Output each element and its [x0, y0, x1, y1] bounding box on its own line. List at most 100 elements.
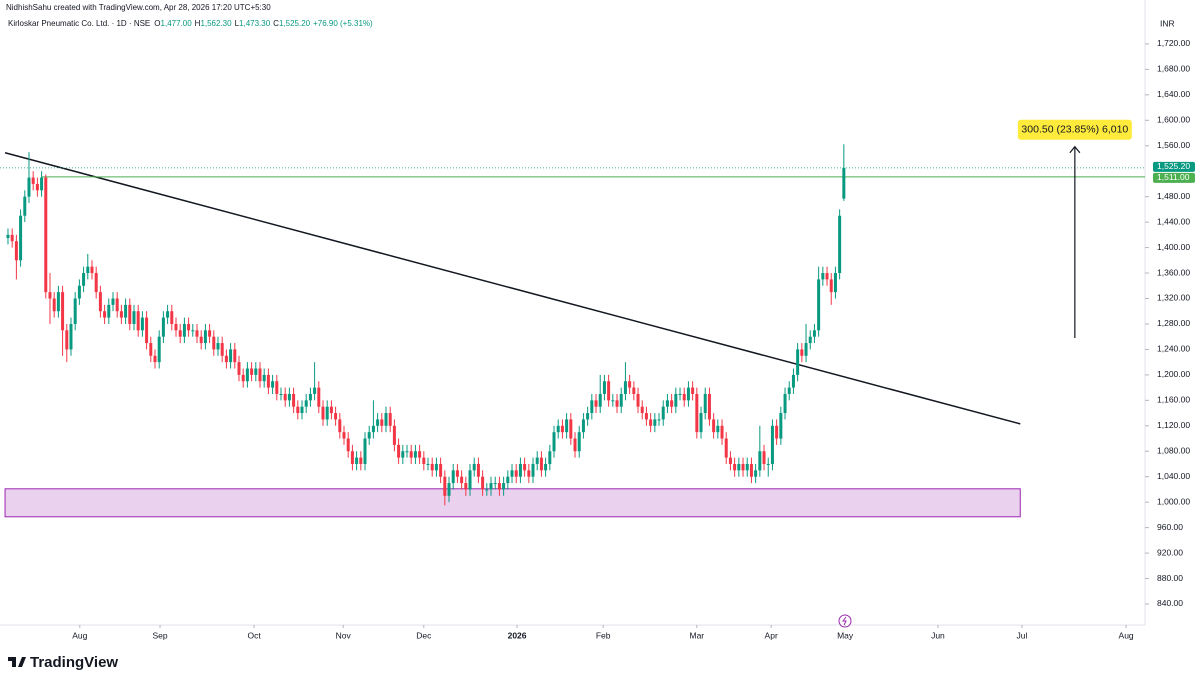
candle-body [376, 419, 380, 426]
y-tick-label: 960.00 [1157, 522, 1183, 532]
candle-body [615, 400, 619, 407]
candle-body [258, 368, 262, 382]
candle-body [825, 273, 829, 280]
candle-body [90, 266, 94, 274]
candle-body [636, 393, 640, 407]
candle-body [166, 311, 170, 318]
candle-body [548, 451, 552, 464]
measure-label: 300.50 (23.85%) 6,010 [1021, 123, 1128, 135]
candle-body [741, 463, 745, 471]
candle-body [397, 444, 401, 458]
candle-body [145, 317, 149, 344]
candle-body [409, 451, 413, 458]
candle-body [544, 463, 548, 471]
y-tick-label: 1,240.00 [1157, 344, 1190, 354]
y-tick-label: 1,640.00 [1157, 89, 1190, 99]
candle-body [73, 298, 77, 324]
candle-body [19, 215, 23, 261]
candle-body [401, 451, 405, 458]
candle-body [451, 470, 455, 484]
candle-body [191, 330, 195, 332]
ohlc-value: 1,473.30 [239, 19, 271, 28]
x-tick-label: Dec [416, 630, 432, 640]
candle-body [31, 177, 35, 184]
candle-body [279, 393, 283, 395]
candle-body [707, 393, 711, 420]
currency: INR [1160, 18, 1175, 28]
candle-body [250, 368, 254, 375]
y-tick-label: 1,040.00 [1157, 471, 1190, 481]
candle-body [300, 406, 304, 414]
candle-body [359, 457, 363, 464]
candle-body [128, 304, 132, 324]
ohlc-value: 1,562.30 [200, 19, 232, 28]
candle-body [292, 393, 296, 407]
symbol-title: Kirloskar Pneumatic Co. Ltd. · 1D · NSE [8, 19, 150, 28]
candle-body [266, 374, 270, 388]
candle-body [833, 273, 837, 293]
candle-body [497, 483, 501, 490]
ohlc-key: O [154, 19, 160, 28]
candle-body [493, 483, 497, 485]
logo: TradingView [8, 654, 118, 671]
y-tick-label: 1,080.00 [1157, 445, 1190, 455]
candle-body [762, 451, 766, 464]
candle-body [321, 406, 325, 420]
x-tick-label: Apr [765, 630, 778, 640]
candle-body [754, 470, 758, 477]
x-tick-label: Nov [336, 630, 352, 640]
change: +76.90 (+5.31%) [313, 19, 373, 28]
candle-body [338, 419, 342, 433]
y-tick-label: 1,000.00 [1157, 496, 1190, 506]
candle-body [556, 425, 560, 433]
candle-body [380, 419, 384, 426]
candle-body [434, 463, 438, 471]
candle-body [124, 304, 128, 318]
measure-label-box [1017, 119, 1132, 140]
candle-body [161, 317, 165, 337]
candle-body [791, 374, 795, 388]
candle-body [182, 323, 186, 337]
candle-body [170, 311, 174, 324]
x-tick-label: 2026 [508, 630, 527, 640]
logo-text: TradingView [30, 654, 118, 671]
candle-body [115, 298, 119, 312]
candle-body [817, 279, 821, 331]
y-tick-label: 1,680.00 [1157, 64, 1190, 74]
candle-body [485, 489, 489, 491]
candle-body [220, 343, 224, 356]
candle-body [804, 343, 808, 356]
candle-body [464, 483, 468, 490]
candle-body [439, 463, 443, 477]
candle-body [23, 196, 27, 216]
candle-body [98, 292, 102, 312]
ohlc-key: C [273, 19, 279, 28]
candle-body [10, 234, 14, 242]
candle-body [413, 451, 417, 458]
ohlc-value: 1,477.00 [161, 19, 193, 28]
candle-body [229, 349, 233, 363]
candle-body [674, 393, 678, 407]
candle-body [598, 393, 602, 407]
candle-body [720, 425, 724, 439]
trendline [4, 152, 1021, 425]
candle-body [224, 355, 228, 363]
candle-body [472, 463, 476, 471]
candle-body [565, 419, 569, 433]
candle-body [510, 470, 514, 477]
candle-body [233, 349, 237, 363]
candle-body [661, 406, 665, 420]
candle-body [111, 298, 115, 305]
candle-body [514, 470, 518, 477]
candle-body [355, 457, 359, 464]
candle-body [724, 438, 728, 458]
candle-body [695, 393, 699, 433]
x-tick-label: Feb [596, 630, 611, 640]
candle-body [649, 419, 653, 426]
candle-body [749, 463, 753, 477]
candle-body [712, 419, 716, 433]
candle-body [271, 381, 275, 388]
price-tag-label: 1,525.20 [1157, 161, 1190, 171]
candle-body [199, 336, 203, 344]
candle-body [363, 438, 367, 464]
